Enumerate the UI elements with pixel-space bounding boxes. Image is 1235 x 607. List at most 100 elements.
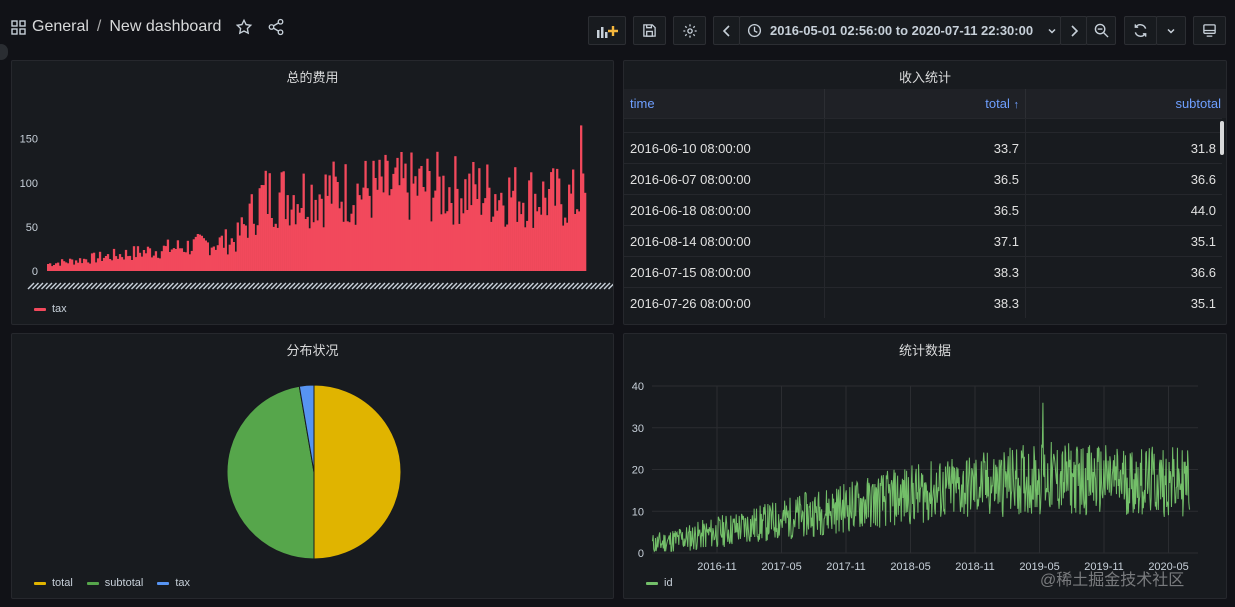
x-tick-label xyxy=(59,282,66,290)
dashboard-title[interactable]: New dashboard xyxy=(109,18,222,35)
table-row[interactable]: 2016-06-10 08:00:00 33.7 31.8 xyxy=(624,132,1222,163)
x-tick-label xyxy=(243,282,251,290)
tax-bar xyxy=(104,256,108,271)
tax-bar xyxy=(54,263,58,271)
table-cell: 38.3 xyxy=(825,288,1026,318)
table-row[interactable]: 2016-08-14 08:00:00 37.1 35.1 xyxy=(624,225,1222,256)
tax-bar xyxy=(540,214,543,271)
tax-bar xyxy=(574,214,577,271)
panel-title[interactable]: 收入统计 xyxy=(898,70,951,85)
tax-bar xyxy=(468,173,471,271)
table-scrollbar[interactable] xyxy=(1220,121,1224,155)
x-tick-label xyxy=(608,283,613,290)
tax-bar xyxy=(470,205,473,271)
tax-bar xyxy=(300,208,303,271)
x-tick-label xyxy=(360,282,368,290)
share-icon[interactable] xyxy=(267,18,285,36)
tax-bar xyxy=(550,172,553,271)
tax-bar xyxy=(148,248,152,271)
column-header-subtotal[interactable]: subtotal xyxy=(1175,96,1221,111)
x-tick-label xyxy=(176,282,183,290)
zoom-out-button[interactable] xyxy=(1086,16,1116,45)
dashboard-settings-button[interactable] xyxy=(673,16,706,45)
x-tick-label xyxy=(405,282,413,290)
x-tick-label xyxy=(518,282,525,290)
tax-bar xyxy=(518,201,521,271)
tax-bar xyxy=(294,224,297,271)
refresh-button[interactable] xyxy=(1124,16,1157,45)
tv-mode-button[interactable] xyxy=(1193,16,1226,45)
x-tick-label xyxy=(144,282,152,290)
tax-bar xyxy=(336,182,339,271)
pie-slice-subtotal xyxy=(226,385,315,560)
x-tick-label xyxy=(464,282,471,290)
tax-bar xyxy=(584,192,587,271)
tax-bar xyxy=(130,260,134,271)
tax-bar xyxy=(414,176,417,271)
table-row[interactable]: 2016-06-18 08:00:00 36.5 44.0 xyxy=(624,194,1222,225)
legend-item-tax[interactable]: tax xyxy=(157,577,190,589)
legend-swatch xyxy=(646,581,658,585)
tax-bar xyxy=(174,249,178,271)
x-tick-label xyxy=(90,282,98,290)
tax-bar xyxy=(498,200,501,271)
tax-bar xyxy=(474,184,477,271)
tax-bar xyxy=(100,261,104,271)
table-row[interactable]: 2016-07-26 08:00:00 38.3 35.1 xyxy=(624,287,1222,318)
sidebar-toggle[interactable] xyxy=(0,44,8,60)
x-tick-label xyxy=(410,282,417,290)
x-tick-label: 2019-11 xyxy=(1084,561,1124,573)
tax-bar xyxy=(90,253,94,271)
column-header-total[interactable]: total ↑ xyxy=(825,89,1026,118)
table-row[interactable]: 2016-07-15 08:00:00 38.3 36.6 xyxy=(624,256,1222,287)
save-icon xyxy=(643,24,656,37)
x-tick-label xyxy=(491,282,498,290)
tax-bar xyxy=(582,173,585,271)
tax-bar xyxy=(66,263,70,271)
tax-bar xyxy=(176,240,180,271)
x-tick-label xyxy=(545,282,552,290)
star-icon[interactable] xyxy=(235,18,253,36)
legend-item-id[interactable]: id xyxy=(646,577,673,589)
table-row[interactable]: 2016-06-07 08:00:00 36.5 36.6 xyxy=(624,163,1222,194)
breadcrumb-folder[interactable]: General xyxy=(32,18,89,35)
legend-item-tax[interactable]: tax xyxy=(34,303,67,315)
tax-bar xyxy=(488,187,491,271)
add-panel-button[interactable] xyxy=(588,16,626,45)
dashboards-grid-icon[interactable] xyxy=(11,19,26,35)
legend-item-subtotal[interactable]: subtotal xyxy=(86,577,143,589)
time-shift-forward-button[interactable] xyxy=(1060,16,1087,45)
tax-bar xyxy=(330,203,333,271)
tax-bar xyxy=(560,204,563,271)
tax-bar xyxy=(266,214,269,271)
panel-title[interactable]: 分布状况 xyxy=(286,343,339,358)
add-panel-icon xyxy=(597,25,618,38)
tax-bar xyxy=(50,266,54,271)
time-shift-back-button[interactable] xyxy=(713,16,740,45)
tax-bar xyxy=(506,224,509,271)
refresh-interval-dropdown[interactable] xyxy=(1156,16,1186,45)
table-cell: 2016-06-10 08:00:00 xyxy=(624,133,825,163)
tax-bar xyxy=(180,248,184,271)
tax-bar xyxy=(460,198,463,271)
column-label: total xyxy=(985,96,1010,111)
tax-bar xyxy=(538,207,541,271)
panel-title[interactable]: 统计数据 xyxy=(898,343,951,358)
zoom-out-icon xyxy=(1094,23,1109,38)
legend-item-total[interactable]: total xyxy=(34,577,73,589)
tax-bar xyxy=(490,221,493,271)
table-cell: 37.1 xyxy=(825,226,1026,256)
table-cell: 33.7 xyxy=(825,133,1026,163)
column-header-time[interactable]: time xyxy=(624,89,825,118)
tax-bar xyxy=(58,265,62,271)
x-tick-label xyxy=(293,282,300,290)
panel-title[interactable]: 总的费用 xyxy=(286,70,339,85)
tax-bar xyxy=(298,212,301,271)
time-range-picker[interactable]: 2016-05-01 02:56:00 to 2020-07-11 22:30:… xyxy=(739,16,1061,45)
save-dashboard-button[interactable] xyxy=(633,16,666,45)
table-cell: 2016-08-14 08:00:00 xyxy=(624,226,825,256)
time-range-label: 2016-05-01 02:56:00 to 2020-07-11 22:30:… xyxy=(770,23,1034,38)
x-tick-label xyxy=(495,282,503,290)
tax-bar xyxy=(212,246,215,271)
top-bar: General / New dashboard 2016-05-01 02:56… xyxy=(0,0,1235,58)
